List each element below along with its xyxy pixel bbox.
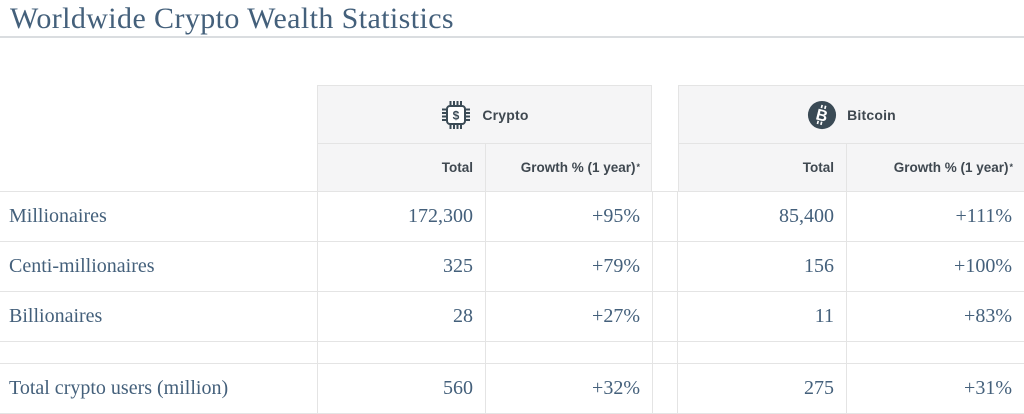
spacer-cell	[0, 342, 317, 364]
crypto-group-header: $ Crypto	[317, 85, 652, 143]
svg-text:$: $	[453, 108, 460, 122]
crypto-total-header: Total	[317, 143, 485, 192]
subheader-blank-cell	[0, 143, 317, 192]
spacer-cell	[678, 342, 846, 364]
header-gap-cell	[652, 85, 678, 143]
bitcoin-growth-value: +83%	[846, 292, 1024, 342]
crypto-total-value: 325	[317, 242, 485, 292]
bitcoin-group-header: B Bitcoin	[678, 85, 1024, 143]
corner-blank-cell	[0, 85, 317, 143]
spacer-cell	[317, 342, 485, 364]
gap-cell	[652, 364, 678, 414]
bitcoin-coin-icon: B	[807, 100, 837, 130]
bitcoin-growth-value: +100%	[846, 242, 1024, 292]
row-label: Millionaires	[0, 192, 317, 242]
crypto-wealth-table: $ Crypto B Bitcoin Total Growth % (1 yea…	[0, 85, 1024, 414]
spacer-cell	[652, 342, 678, 364]
bitcoin-growth-value: +111%	[846, 192, 1024, 242]
bitcoin-total-value: 85,400	[678, 192, 846, 242]
bitcoin-total-value: 275	[678, 364, 846, 414]
bitcoin-total-header: Total	[678, 143, 846, 192]
growth-footnote-marker: *	[636, 161, 640, 172]
crypto-growth-value: +79%	[485, 242, 652, 292]
row-label: Billionaires	[0, 292, 317, 342]
bitcoin-total-value: 156	[678, 242, 846, 292]
crypto-group-label: Crypto	[482, 106, 529, 123]
spacer-cell	[485, 342, 652, 364]
spacer-cell	[846, 342, 1024, 364]
bitcoin-growth-header: Growth % (1 year) *	[846, 143, 1024, 192]
gap-cell	[652, 292, 678, 342]
bitcoin-total-value: 11	[678, 292, 846, 342]
row-label: Total crypto users (million)	[0, 364, 317, 414]
crypto-growth-value: +95%	[485, 192, 652, 242]
row-label: Centi-millionaires	[0, 242, 317, 292]
subheader-gap-cell	[652, 143, 678, 192]
crypto-total-value: 560	[317, 364, 485, 414]
crypto-chip-icon: $	[440, 99, 472, 131]
bitcoin-growth-value: +31%	[846, 364, 1024, 414]
crypto-growth-value: +32%	[485, 364, 652, 414]
page-title: Worldwide Crypto Wealth Statistics	[0, 0, 1024, 38]
gap-cell	[652, 242, 678, 292]
crypto-total-value: 172,300	[317, 192, 485, 242]
crypto-total-value: 28	[317, 292, 485, 342]
bitcoin-group-label: Bitcoin	[847, 106, 896, 123]
growth-footnote-marker: *	[1009, 161, 1013, 172]
crypto-growth-value: +27%	[485, 292, 652, 342]
crypto-growth-header: Growth % (1 year) *	[485, 143, 652, 192]
gap-cell	[652, 192, 678, 242]
